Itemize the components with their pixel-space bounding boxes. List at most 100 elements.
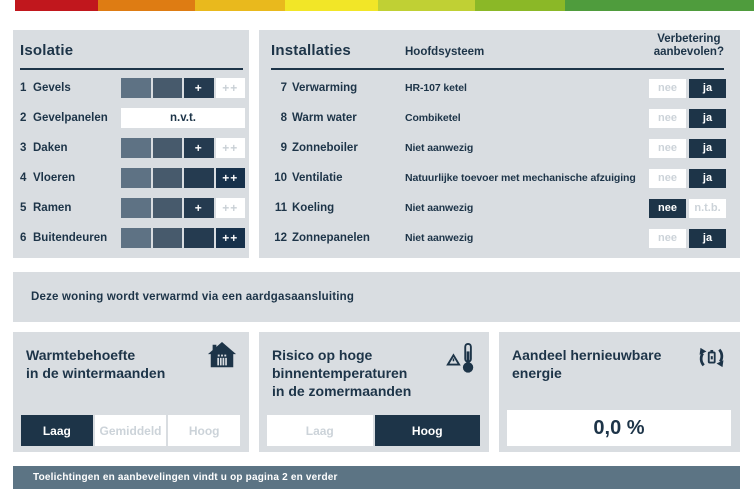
system-value: Niet aanwezig [405,232,474,244]
renewable-energy-icon [695,341,728,379]
house-radiator-icon [207,341,237,376]
warmtebehoefte-panel: Warmtebehoefte in de wintermaanden [13,332,249,452]
isolatie-row: 3 Daken + ++ [20,133,245,163]
row-number: 8 [280,112,287,124]
scale-cell [152,168,182,188]
row-label: Zonnepanelen [292,232,370,244]
system-value: Natuurlijke toevoer met mechanische afzu… [405,172,636,184]
laag-chip: Laag [21,415,93,446]
colorbar-segment [15,0,98,11]
hoofdsysteem-column-header: Hoofdsysteem [405,46,485,58]
scale-cell [184,228,214,248]
scale-cell [152,198,182,218]
row-label: Buitendeuren [33,232,108,244]
scale-cell: ++ [215,78,245,98]
isolatie-row: 4 Vloeren ++ [20,163,245,193]
energy-colorbar [15,0,754,11]
row-label: Zonneboiler [292,142,358,154]
improvement-chips: nee ja [649,108,726,128]
heating-notice-text: Deze woning wordt verwarmd via een aardg… [31,291,355,303]
improvement-chips: nee n.t.b. [649,198,726,218]
warmtebehoefte-title-line2: in de wintermaanden [26,365,166,381]
colorbar-segment [285,0,378,11]
installaties-row: 12 Zonnepanelen Niet aanwezig nee ja [271,223,726,253]
row-label: Gevelpanelen [33,112,108,124]
installaties-row: 9 Zonneboiler Niet aanwezig nee ja [271,133,726,163]
improvement-chips: nee ja [649,138,726,158]
scale-cell: + [184,198,214,218]
row-label: Daken [33,142,68,154]
isolatie-row: 5 Ramen + ++ [20,193,245,223]
improvement-ja-chip: ja [689,78,726,98]
row-number: 9 [280,142,287,154]
zomer-title-line3: in de zomermaanden [272,383,412,399]
scale-cell [121,198,151,218]
isolatie-row: 6 Buitendeuren ++ [20,223,245,253]
isolatie-row: 2 Gevelpanelen n.v.t. [20,103,245,133]
installaties-row: 7 Verwarming HR-107 ketel nee ja [271,73,726,103]
improvement-ja-chip: ja [689,228,726,248]
verbetering-header-line1: Verbetering [657,33,721,45]
row-number: 11 [274,202,287,214]
laag-chip: Laag [267,415,373,446]
hernieuwbare-title: Aandeel hernieuwbare energie [507,344,731,382]
installaties-title: Installaties [271,42,351,59]
improvement-ja-chip: ja [689,168,726,188]
improvement-nee-chip: nee [649,168,686,188]
installaties-panel: Installaties Hoofdsysteem Verbetering aa… [259,30,740,258]
hoog-chip: Hoog [374,415,480,446]
row-label: Verwarming [292,82,358,94]
row-label: Koeling [292,202,335,214]
system-value: Niet aanwezig [405,202,474,214]
verbetering-column-header: Verbetering aanbevolen? [654,33,724,59]
hernieuwbare-title-line2: energie [512,365,562,381]
row-label: Vloeren [33,172,76,184]
colorbar-segment [475,0,565,11]
improvement-chips: nee ja [649,78,726,98]
scale-cell [121,168,151,188]
insulation-scale: + ++ [121,78,245,98]
renewable-share-value: 0,0 % [507,410,731,446]
row-label: Ventilatie [292,172,343,184]
system-value: HR-107 ketel [405,82,467,94]
improvement-chips: nee ja [649,168,726,188]
footer-note-bar: Toelichtingen en aanbevelingen vindt u o… [13,466,740,489]
improvement-nee-chip: nee [649,108,686,128]
zomer-title-line2: binnentemperaturen [272,365,408,381]
improvement-ja-chip: ja [689,138,726,158]
improvement-nee-chip: nee [649,138,686,158]
row-label: Ramen [33,202,72,214]
summer-risk-selector: Laag Hoog [267,415,480,446]
improvement-ntb-chip: n.t.b. [689,198,726,218]
hernieuwbare-energie-panel: Aandeel hernieuwbare energie [499,332,740,452]
row-label: Warm water [292,112,357,124]
installaties-divider [271,68,724,70]
improvement-ja-chip: ja [689,108,726,128]
insulation-scale: + ++ [121,198,245,218]
isolatie-title: Isolatie [20,42,74,59]
scale-cell: + [184,78,214,98]
row-number: 4 [20,172,27,184]
row-number: 2 [20,112,27,124]
scale-cell [152,78,182,98]
row-number: 3 [20,142,27,154]
row-number: 1 [20,82,27,94]
isolatie-panel: Isolatie 1 Gevels + ++ 2 Gevelpanelen n.v.t. 3 D… [13,30,249,258]
isolatie-row: 1 Gevels + ++ [20,73,245,103]
improvement-nee-chip: nee [649,78,686,98]
row-number: 12 [274,232,287,244]
scale-cell: ++ [215,198,245,218]
installaties-row: 8 Warm water Combiketel nee ja [271,103,726,133]
isolatie-rows: 1 Gevels + ++ 2 Gevelpanelen n.v.t. 3 Daken + ++ 4 V… [20,73,245,253]
scale-cell: ++ [215,228,245,248]
winter-level-selector: Laag Gemiddeld Hoog [21,415,241,446]
system-value: Combiketel [405,112,461,124]
installaties-rows: 7 Verwarming HR-107 ketel nee ja 8 Warm water C… [271,73,726,253]
scale-cell [152,228,182,248]
scale-cell [152,138,182,158]
system-value: Niet aanwezig [405,142,474,154]
insulation-scale: + ++ [121,138,245,158]
improvement-chips: nee ja [649,228,726,248]
colorbar-segment [565,0,754,11]
installaties-row: 10 Ventilatie Natuurlijke toevoer met mech… [271,163,726,193]
